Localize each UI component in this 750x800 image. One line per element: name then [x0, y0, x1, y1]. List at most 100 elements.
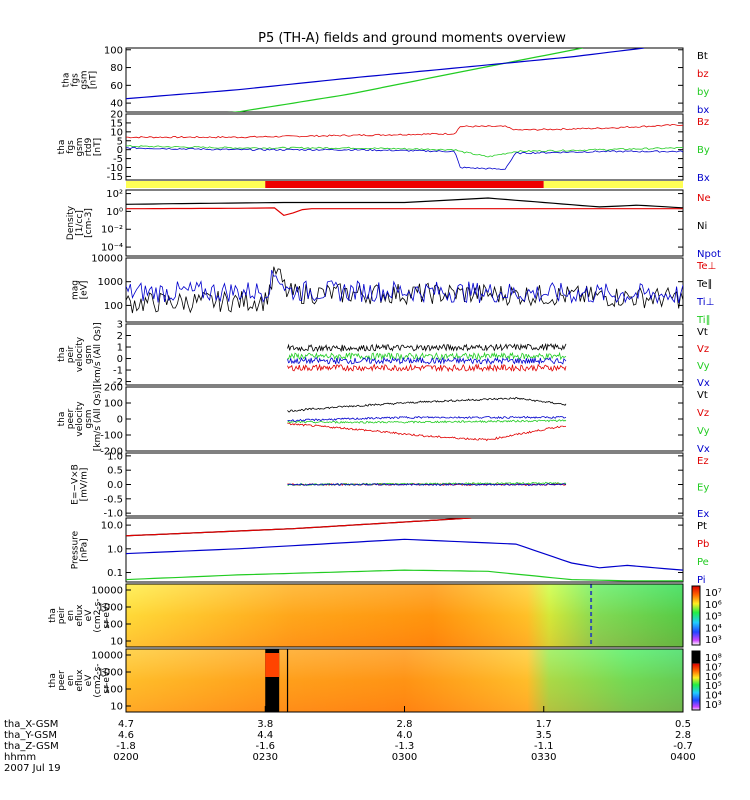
y-tick-label: 10	[110, 702, 123, 713]
y-axis-label: [nT]	[89, 71, 99, 89]
x-tick-label: 4.6	[118, 730, 134, 741]
y-axis-label: (cm2-s-	[93, 663, 103, 697]
x-tick-label: 3.8	[257, 719, 273, 730]
panel-6: tha peer velocity gsm [km/s (All Qs)] 200 100 0…	[57, 383, 710, 458]
legend-entry-Pi: Pi	[697, 575, 706, 586]
colorbar-label: 10⁷	[705, 662, 722, 673]
y-tick-label: -10	[107, 163, 123, 174]
panel-frame	[125, 583, 684, 648]
series-line-By	[126, 144, 683, 158]
x-axis-row-label: tha_Z-GSM	[4, 741, 59, 752]
panel-5: tha peir velocity gsm [km/s (All Qs)] 3210-1-…	[57, 320, 710, 390]
y-axis-label: fgs	[71, 73, 81, 87]
legend-entry-Vt: Vt	[697, 390, 708, 401]
y-tick-label: 0.1	[107, 568, 123, 579]
y-tick-label: 10.0	[101, 521, 123, 532]
x-axis-row-label: tha_X-GSM	[4, 719, 58, 730]
series-line-Pe	[126, 569, 683, 582]
y-tick-label: 20	[110, 110, 123, 121]
chart-title: P5 (TH-A) fields and ground moments over…	[258, 31, 566, 46]
y-tick-label: 1000	[98, 603, 123, 614]
y-axis-label: en	[66, 675, 76, 686]
y-tick-label: 10000	[91, 586, 123, 597]
colorbar-label: 10⁴	[705, 691, 722, 702]
series-line-Vy	[287, 419, 567, 424]
panel-7: E=−V×B [mV/m] 1.0 0.5 0.0 -0.5 -1.0 Ez Ey Ex	[71, 451, 710, 520]
legend-entry-By: By	[697, 145, 710, 156]
series-group	[287, 397, 567, 442]
legend-entry-Vx: Vx	[697, 444, 710, 455]
y-tick-label: 1000	[98, 668, 123, 679]
x-axis-row-label: tha_Y-GSM	[4, 730, 57, 741]
y-tick-label: 15	[110, 118, 123, 129]
y-tick-label: -200	[100, 447, 123, 458]
legend-entry-Ex: Ex	[697, 509, 709, 520]
y-axis-label: (cm2-s-	[93, 598, 103, 632]
y-axis-label: [nT]	[93, 138, 103, 156]
y-axis-label: tha	[57, 412, 67, 427]
colorbar	[692, 663, 700, 711]
y-axis-label: peer	[57, 670, 67, 691]
y-tick-label: 200	[104, 383, 123, 394]
y-axis-label: peir	[66, 345, 76, 363]
series-line-Pi	[126, 538, 683, 571]
panel-frame	[125, 113, 684, 181]
y-axis-label: eflux	[75, 604, 85, 627]
colorbar-label: 10⁵	[705, 681, 722, 692]
x-tick-label: 0.5	[675, 719, 691, 730]
colorbar-frame	[691, 585, 701, 646]
series-line-Ne	[126, 207, 683, 217]
data-gap-edge	[265, 653, 280, 677]
y-axis-label: rtd9	[84, 137, 94, 156]
series-line-Bx	[126, 146, 683, 170]
panel-frame	[125, 517, 684, 583]
x-tick-label: 2.8	[675, 730, 691, 741]
legend-entry-Ey: Ey	[697, 483, 709, 494]
legend-entry-Vz: Vz	[697, 408, 709, 419]
legend-entry-Vz: Vz	[697, 344, 709, 355]
y-axis-label: sr-eV)	[102, 602, 112, 628]
y-tick-label: 0	[117, 415, 123, 426]
legend-entry-Vy: Vy	[697, 426, 710, 437]
date-label: 2007 Jul 19	[4, 763, 61, 774]
legend-entry-Vt: Vt	[697, 327, 708, 338]
series-line-Ex	[287, 482, 566, 486]
panel-frame	[125, 47, 684, 113]
y-axis-label: eflux	[75, 669, 85, 692]
y-tick-label: 100	[104, 399, 123, 410]
panel-frame	[125, 386, 684, 452]
series-line-Vz	[287, 363, 567, 373]
series-line-bx	[126, 48, 645, 100]
y-tick-label: 10⁻²	[101, 225, 123, 236]
y-axis-label: gsm	[80, 70, 90, 89]
legend-entry-Te⊥: Te⊥	[696, 261, 716, 272]
series-line-Ni	[126, 197, 683, 209]
series-line-Vz	[287, 422, 567, 442]
y-tick-label: -100	[100, 431, 123, 442]
series-line-Vx	[287, 415, 567, 422]
y-axis-label: gsm	[84, 409, 94, 428]
y-axis-label: [1/cc]	[75, 210, 85, 236]
legend-entry-Bz: Bz	[697, 117, 709, 128]
panel-10: tha peer en eflux eV (cm2-s-sr-eV) 10000 1000 10…	[48, 648, 722, 713]
y-tick-label: 10⁰	[106, 207, 123, 218]
series-group	[126, 518, 683, 582]
series-line-Ti⊥	[126, 269, 683, 305]
colorbar-label: 10⁶	[705, 600, 722, 611]
y-tick-label: 0	[117, 354, 123, 365]
y-tick-label: -15	[107, 172, 123, 183]
y-axis-label: peer	[66, 408, 76, 429]
series-line-Vt	[287, 397, 567, 413]
y-axis-label: eV	[84, 609, 94, 622]
y-axis-label: tha	[48, 608, 58, 623]
legend-entry-bx: bx	[697, 105, 709, 116]
legend-entry-Pe: Pe	[697, 557, 709, 568]
legend-entry-Ez: Ez	[697, 456, 709, 467]
y-tick-label: 100	[104, 685, 123, 696]
panel-9: tha peir en eflux eV (cm2-s-sr-eV) 10000 1000 10…	[48, 583, 722, 648]
legend-entry-Ti⊥: Ti⊥	[696, 297, 714, 308]
series-group	[126, 48, 645, 112]
legend-entry-bz: bz	[697, 69, 709, 80]
